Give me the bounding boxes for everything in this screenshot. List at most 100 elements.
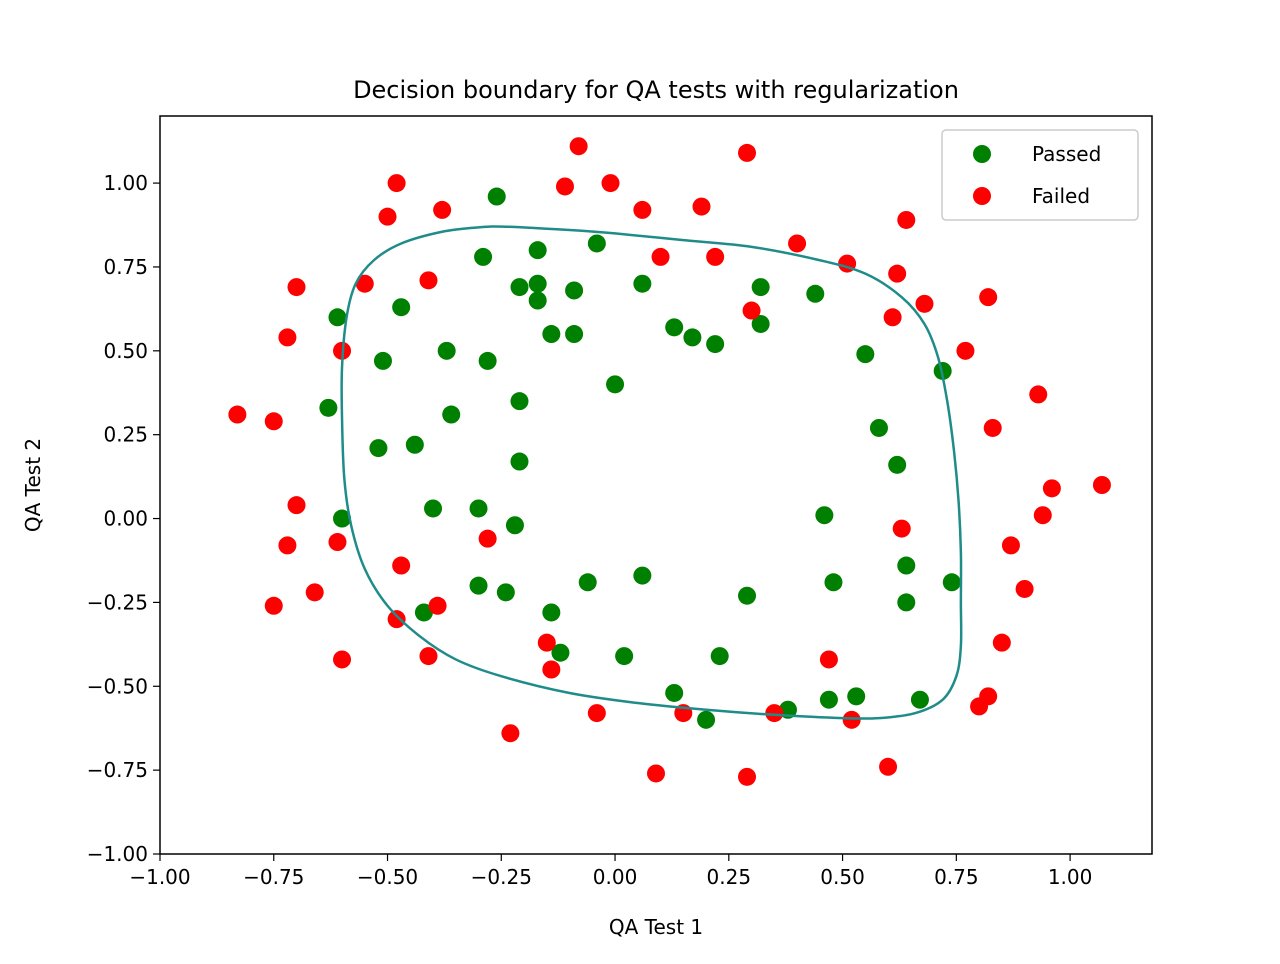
y-tick-label: −0.25 — [87, 590, 148, 614]
failed-point — [888, 264, 907, 283]
failed-point — [287, 278, 306, 297]
passed-point — [706, 335, 725, 354]
legend: Passed Failed — [941, 129, 1139, 221]
passed-point — [424, 499, 443, 518]
failed-point — [542, 660, 561, 679]
failed-point — [478, 529, 497, 548]
failed-point — [1042, 479, 1061, 498]
failed-point — [647, 764, 665, 783]
passed-point — [815, 506, 834, 525]
passed-point — [606, 375, 625, 394]
failed-point — [983, 418, 1002, 437]
failed-point — [228, 405, 247, 424]
x-axis: −1.00 −0.75 −0.50 −0.25 0.00 0.25 0.50 0.75 1.00 — [129, 854, 1092, 889]
failed-point — [587, 704, 606, 723]
failed-point — [738, 767, 757, 786]
legend-label-failed: Failed — [1032, 184, 1090, 208]
passed-point — [510, 452, 529, 471]
passed-point — [869, 418, 888, 437]
x-tick-label: 0.50 — [820, 865, 865, 889]
x-tick-label: −0.25 — [471, 865, 532, 889]
passed-point — [528, 291, 547, 310]
failed-point — [537, 633, 556, 652]
passed-point — [392, 298, 411, 317]
failed-point — [278, 536, 297, 555]
y-tick-label: 0.50 — [103, 339, 148, 363]
passed-point — [888, 455, 907, 474]
passed-point — [578, 573, 597, 592]
failed-point — [879, 757, 898, 776]
failed-point — [706, 247, 725, 266]
x-tick-label: −1.00 — [129, 865, 190, 889]
failed-point — [1092, 476, 1111, 494]
passed-point — [565, 325, 584, 344]
passed-point — [542, 603, 561, 622]
passed-point — [806, 284, 825, 303]
passed-point — [469, 499, 488, 518]
failed-point — [1015, 579, 1034, 598]
failed-point — [633, 200, 652, 219]
failed-point — [956, 341, 975, 360]
passed-point — [942, 573, 961, 592]
failed-point — [897, 210, 916, 229]
failed-point — [419, 271, 438, 290]
x-tick-label: 0.00 — [593, 865, 638, 889]
failed-point — [387, 174, 406, 193]
failed-point — [305, 583, 324, 602]
y-tick-label: 1.00 — [103, 171, 148, 195]
failed-point — [333, 650, 352, 669]
failed-point — [428, 596, 447, 615]
failed-point — [979, 288, 998, 307]
failed-point — [1033, 506, 1052, 525]
failed-point — [765, 704, 784, 723]
failed-point — [264, 412, 283, 431]
failed-point — [892, 519, 911, 538]
failed-point — [433, 200, 452, 219]
passed-point — [414, 603, 433, 622]
x-tick-label: −0.50 — [357, 865, 418, 889]
passed-point — [697, 710, 716, 729]
passed-point — [565, 281, 584, 300]
legend-marker-failed — [973, 187, 991, 205]
failed-point — [915, 294, 934, 313]
passed-point — [819, 690, 838, 709]
passed-point — [633, 274, 652, 293]
failed-point — [692, 197, 711, 216]
series-passed — [319, 187, 961, 729]
passed-point — [751, 278, 770, 297]
passed-point — [373, 351, 392, 370]
y-axis-label: QA Test 2 — [21, 438, 45, 532]
failed-point — [555, 177, 574, 196]
passed-point — [847, 687, 866, 706]
passed-point — [710, 647, 729, 666]
passed-point — [897, 593, 916, 612]
y-tick-label: 0.25 — [103, 423, 148, 447]
failed-point — [278, 328, 297, 347]
passed-point — [369, 439, 388, 458]
failed-point — [355, 274, 374, 293]
passed-point — [665, 318, 684, 337]
failed-point — [970, 697, 989, 716]
passed-point — [405, 435, 424, 454]
y-tick-label: −0.75 — [87, 758, 148, 782]
x-tick-label: −0.75 — [243, 865, 304, 889]
failed-point — [788, 234, 807, 253]
failed-point — [992, 633, 1011, 652]
series-failed — [228, 137, 1111, 786]
failed-point — [842, 710, 861, 729]
passed-point — [442, 405, 461, 424]
x-tick-label: 0.25 — [707, 865, 752, 889]
passed-point — [751, 314, 770, 333]
passed-point — [510, 278, 529, 297]
failed-point — [883, 308, 902, 327]
chart-title: Decision boundary for QA tests with regu… — [353, 76, 959, 104]
failed-point — [742, 301, 761, 320]
x-tick-label: 1.00 — [1048, 865, 1093, 889]
passed-point — [528, 241, 547, 260]
x-axis-label: QA Test 1 — [609, 915, 703, 939]
legend-marker-passed — [973, 145, 991, 163]
passed-point — [469, 576, 488, 595]
failed-point — [1029, 385, 1048, 404]
